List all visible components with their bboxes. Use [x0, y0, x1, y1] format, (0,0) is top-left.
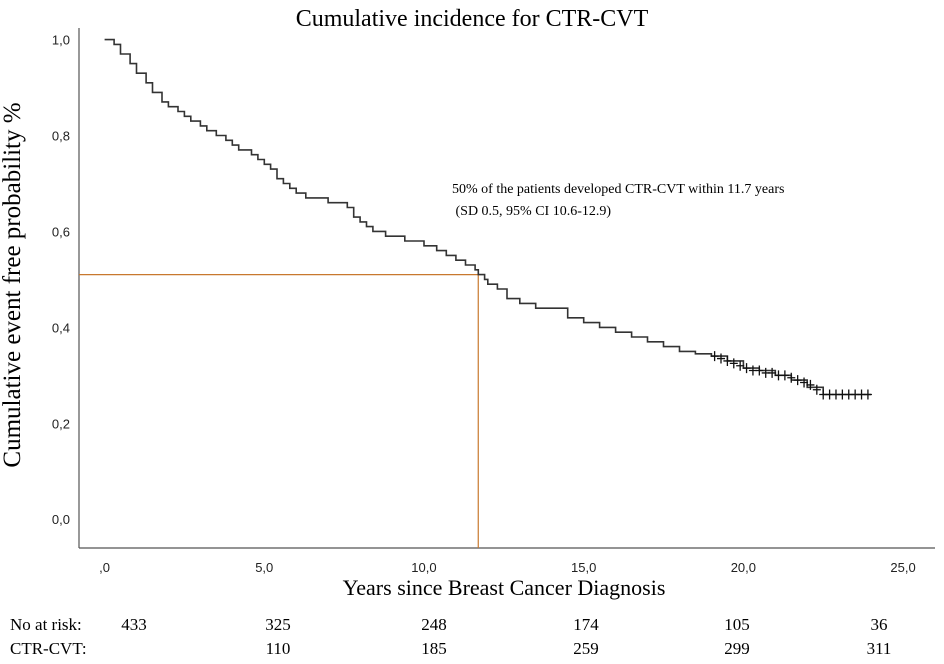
censor-mark	[863, 389, 872, 400]
x-tick-label: 5,0	[255, 560, 273, 575]
risk-cell: 299	[724, 639, 750, 658]
y-axis-label: Cumulative event free probability %	[0, 102, 26, 467]
risk-cell: 185	[421, 639, 447, 658]
risk-cell: 259	[573, 639, 599, 658]
y-tick-label: 0,6	[52, 224, 70, 239]
x-tick-label: ,0	[99, 560, 110, 575]
x-tick-label: 10,0	[411, 560, 436, 575]
x-tick-label: 15,0	[571, 560, 596, 575]
censor-mark	[793, 375, 802, 386]
censor-mark	[736, 360, 745, 371]
censor-mark	[717, 353, 725, 364]
survival-curve-line	[104, 38, 872, 396]
censor-mark	[806, 379, 815, 390]
censor-mark	[780, 370, 789, 381]
y-tick-label: 0,8	[52, 129, 70, 144]
censor-mark	[800, 377, 809, 388]
risk-cell: 105	[724, 615, 750, 634]
annotation-line-1: 50% of the patients developed CTR-CVT wi…	[452, 182, 784, 197]
chart-title: Cumulative incidence for CTR-CVT	[296, 6, 649, 32]
censor-mark	[768, 367, 777, 378]
risk-cell: 248	[421, 615, 447, 634]
x-tick-label: 25,0	[890, 560, 915, 575]
risk-cell: 325	[265, 615, 291, 634]
risk-cell: 174	[573, 615, 599, 634]
y-tick-label: 1,0	[52, 33, 70, 48]
risk-cell: 110	[266, 639, 291, 658]
censor-mark	[812, 384, 821, 395]
risk-cell: 36	[871, 615, 888, 634]
median-reference-lines	[79, 274, 479, 548]
survival-curve-group	[104, 38, 872, 396]
x-axis-label: Years since Breast Cancer Diagnosis	[343, 575, 666, 600]
annotation-line-2: (SD 0.5, 95% CI 10.6-12.9)	[452, 204, 611, 219]
axes: 0,0 0,2 0,4 0,6 0,8 1,0 ,0 5,0 10,0 15,0 20,0 25,0	[52, 28, 935, 575]
risk-row-label: CTR-CVT:	[10, 639, 87, 658]
censor-mark	[755, 365, 764, 376]
x-tick-label: 20,0	[731, 560, 756, 575]
y-tick-label: 0,4	[52, 320, 70, 335]
censor-mark	[729, 358, 738, 369]
censor-marks	[710, 351, 872, 400]
censor-mark	[710, 351, 719, 362]
risk-table: No at risk: 433 325 248 174 105 36 CTR-CVT: 110 1…	[10, 615, 891, 658]
censor-mark	[742, 363, 751, 374]
censor-mark	[723, 355, 732, 366]
risk-row-label: No at risk:	[10, 615, 82, 634]
y-tick-label: 0,2	[52, 416, 70, 431]
risk-cell: 433	[121, 615, 147, 634]
y-tick-label: 0,0	[52, 512, 70, 527]
censor-mark	[787, 372, 796, 383]
risk-cell: 311	[867, 639, 892, 658]
